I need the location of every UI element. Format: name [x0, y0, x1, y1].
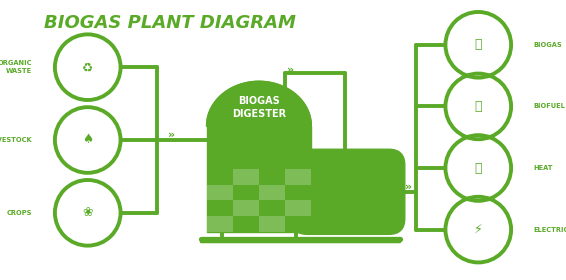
Bar: [207, 216, 233, 232]
Text: LIVESTOCK: LIVESTOCK: [0, 137, 32, 143]
Text: BIOGAS PLANT DIAGRAM: BIOGAS PLANT DIAGRAM: [44, 14, 296, 32]
Text: BIOGAS
DIGESTER: BIOGAS DIGESTER: [232, 96, 286, 119]
FancyBboxPatch shape: [291, 149, 405, 234]
Text: »: »: [287, 65, 294, 74]
Bar: [207, 185, 233, 200]
Bar: [259, 216, 285, 232]
Text: 🌡: 🌡: [474, 162, 482, 174]
Bar: [207, 126, 311, 232]
Text: »: »: [168, 130, 175, 140]
Bar: [259, 185, 285, 200]
Text: HEAT: HEAT: [534, 165, 553, 171]
Text: 🔥: 🔥: [474, 38, 482, 51]
Text: »: »: [405, 182, 412, 192]
Text: ⚡: ⚡: [474, 223, 483, 236]
Text: ❀: ❀: [83, 206, 93, 219]
Text: ♻: ♻: [82, 61, 93, 74]
Text: BIOGAS: BIOGAS: [534, 42, 563, 48]
Text: ORGANIC
WASTE: ORGANIC WASTE: [0, 60, 32, 74]
Polygon shape: [207, 81, 311, 126]
Text: ♠: ♠: [82, 134, 93, 146]
Text: CROPS: CROPS: [7, 210, 32, 216]
Bar: [285, 169, 311, 185]
Text: BIOFUEL: BIOFUEL: [534, 103, 565, 109]
Bar: [233, 200, 259, 216]
Bar: [285, 200, 311, 216]
Text: ELECTRICITY: ELECTRICITY: [534, 227, 566, 233]
Bar: [233, 169, 259, 185]
Text: ⛽: ⛽: [474, 100, 482, 113]
